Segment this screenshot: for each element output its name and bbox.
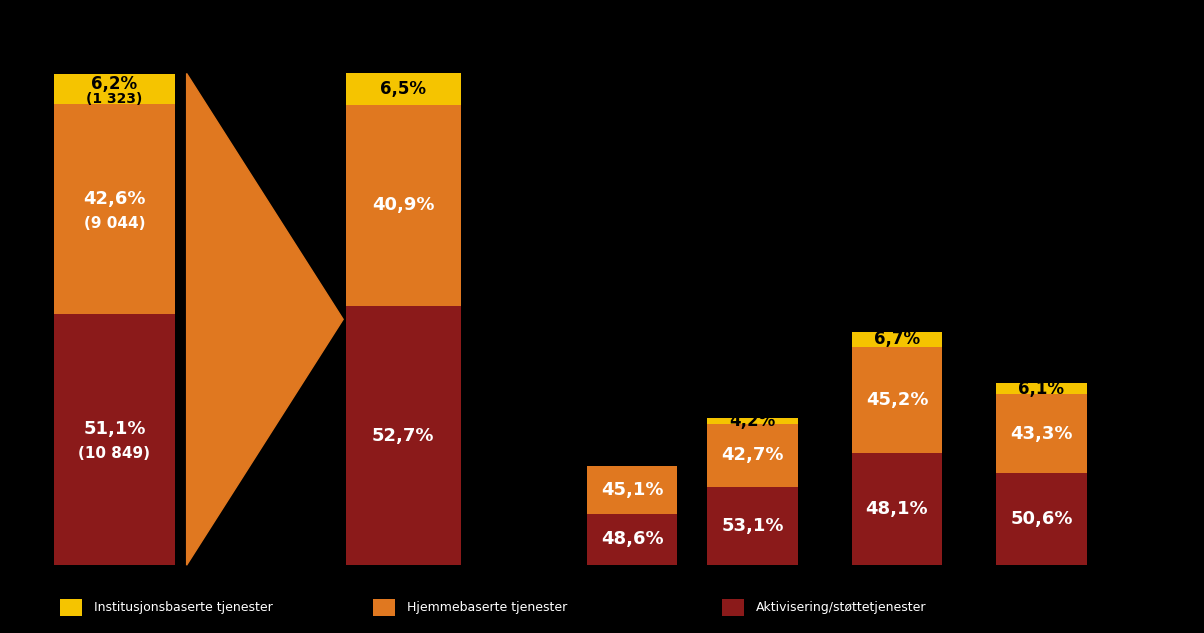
Bar bbox=[54, 74, 175, 104]
Bar bbox=[54, 314, 175, 565]
Text: 6,2%: 6,2% bbox=[92, 75, 137, 92]
Text: 43,3%: 43,3% bbox=[1010, 425, 1073, 442]
Text: 48,1%: 48,1% bbox=[866, 500, 928, 518]
Text: 42,6%: 42,6% bbox=[83, 190, 146, 208]
Bar bbox=[852, 453, 942, 565]
Bar bbox=[588, 466, 677, 514]
Bar bbox=[852, 332, 942, 348]
Bar bbox=[588, 514, 677, 565]
Text: 52,7%: 52,7% bbox=[372, 427, 435, 444]
Bar bbox=[997, 394, 1086, 473]
Bar bbox=[708, 487, 797, 565]
Text: Aktivisering/støttetjenester: Aktivisering/støttetjenester bbox=[756, 601, 927, 614]
Bar bbox=[997, 383, 1086, 394]
Text: 45,1%: 45,1% bbox=[601, 481, 663, 499]
FancyBboxPatch shape bbox=[373, 599, 395, 616]
Text: (1 323): (1 323) bbox=[87, 92, 142, 106]
Text: (9 044): (9 044) bbox=[83, 216, 146, 231]
Text: 6,1%: 6,1% bbox=[1019, 380, 1064, 398]
Text: 48,6%: 48,6% bbox=[601, 530, 663, 548]
Text: Hjemmebaserte tjenester: Hjemmebaserte tjenester bbox=[407, 601, 567, 614]
Bar bbox=[997, 473, 1086, 565]
Text: 6,5%: 6,5% bbox=[380, 80, 426, 98]
Bar bbox=[54, 104, 175, 314]
Bar bbox=[347, 306, 460, 565]
Text: 53,1%: 53,1% bbox=[721, 517, 784, 535]
Text: (10 849): (10 849) bbox=[78, 446, 150, 461]
Text: Institusjonsbaserte tjenester: Institusjonsbaserte tjenester bbox=[94, 601, 272, 614]
Text: 51,1%: 51,1% bbox=[83, 420, 146, 439]
Text: 6,7%: 6,7% bbox=[874, 330, 920, 348]
Bar bbox=[708, 424, 797, 487]
Bar bbox=[852, 348, 942, 453]
Bar bbox=[708, 418, 797, 424]
Text: 42,7%: 42,7% bbox=[721, 446, 784, 465]
Bar bbox=[347, 73, 460, 105]
Text: 40,9%: 40,9% bbox=[372, 196, 435, 215]
FancyBboxPatch shape bbox=[722, 599, 744, 616]
Text: 4,2%: 4,2% bbox=[730, 411, 775, 430]
Polygon shape bbox=[187, 73, 343, 565]
Text: 45,2%: 45,2% bbox=[866, 391, 928, 409]
Text: 50,6%: 50,6% bbox=[1010, 510, 1073, 528]
Bar bbox=[347, 105, 460, 306]
FancyBboxPatch shape bbox=[60, 599, 82, 616]
